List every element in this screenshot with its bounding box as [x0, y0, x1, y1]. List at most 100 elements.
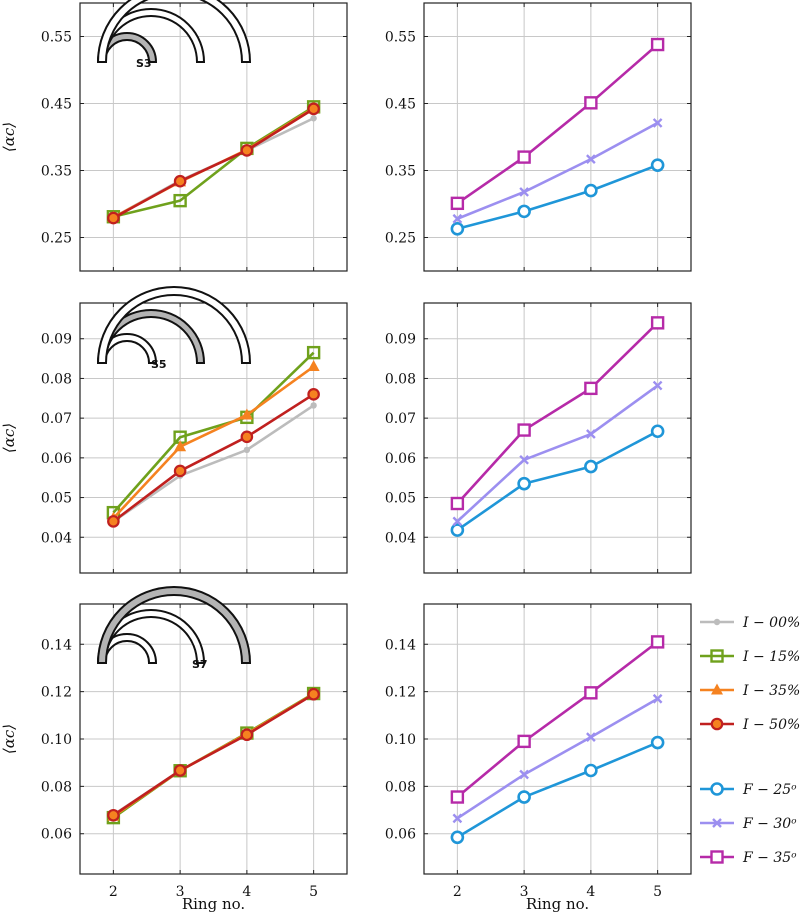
data-point [650, 635, 665, 649]
data-point [652, 118, 663, 128]
data-point [586, 732, 596, 742]
y-tick-label: 0.10 [385, 732, 416, 748]
series-line [456, 43, 659, 205]
data-point [652, 380, 663, 391]
legend-entry-f-30: F − 30ᵒ [700, 816, 797, 832]
legend-label: I − 00% [742, 615, 800, 631]
series-line [112, 393, 315, 523]
y-tick-label: 0.25 [41, 231, 72, 247]
x-tick-label: 5 [309, 884, 318, 900]
x-tick-label: 3 [176, 884, 185, 900]
data-point [107, 211, 120, 225]
y-tick-label: 0.55 [41, 30, 72, 46]
data-point [173, 764, 187, 777]
y-tick-label: 0.06 [385, 827, 416, 843]
data-point [450, 830, 465, 845]
data-point [307, 360, 320, 372]
inset-diagram-s5: S5 [96, 286, 252, 371]
x-axis-label: Ring no. [182, 895, 245, 913]
data-point [173, 174, 187, 188]
data-point [650, 158, 665, 172]
series-line [112, 404, 315, 523]
data-point [306, 345, 321, 360]
series-f-30 [452, 118, 663, 224]
plot-frame [79, 302, 348, 574]
x-axis-label: Ring no. [526, 895, 589, 913]
data-point [517, 790, 531, 804]
data-point [307, 102, 320, 116]
data-point [584, 459, 598, 474]
series-f-25 [450, 424, 665, 537]
legend-marker [711, 683, 723, 695]
legend-label: F − 25ᵒ [742, 782, 797, 798]
legend-label: I − 15% [742, 649, 800, 665]
y-tick-label: 0.55 [385, 30, 416, 46]
series-f-35 [450, 37, 665, 211]
plot-frame [79, 2, 348, 272]
series-f-35 [450, 316, 665, 511]
y-tick-label: 0.05 [385, 491, 416, 507]
data-point [173, 193, 187, 208]
y-tick-label: 0.06 [385, 451, 416, 467]
series-line [456, 430, 659, 532]
series-i-35 [107, 360, 320, 523]
y-tick-label: 0.14 [41, 637, 72, 653]
legend-entry-i-50: I − 50% [700, 717, 800, 733]
legend-entry-f-25: F − 25ᵒ [700, 782, 797, 798]
series-i-00 [110, 115, 317, 221]
x-tick-label: 4 [242, 884, 251, 900]
data-point [650, 37, 665, 52]
inset-label: S7 [192, 658, 208, 671]
series-line [456, 384, 659, 523]
legend-label: F − 30ᵒ [742, 816, 797, 832]
series-f-35 [450, 635, 665, 804]
plot-frame [423, 302, 692, 574]
data-point [450, 496, 465, 511]
inset-label: S5 [151, 358, 167, 371]
data-point [310, 115, 317, 122]
legend-marker [713, 618, 721, 626]
series-i-50 [107, 102, 320, 225]
legend-label: I − 50% [742, 717, 800, 733]
y-tick-label: 0.08 [41, 371, 72, 387]
series-line [112, 351, 315, 514]
ring-arc [96, 586, 252, 664]
data-point [517, 476, 531, 491]
data-point [519, 769, 529, 780]
y-tick-label: 0.04 [41, 530, 72, 546]
legend-marker [710, 649, 724, 663]
legend-marker [712, 818, 722, 828]
data-point [584, 183, 598, 198]
panel-s5-frequency: 0.04 0.05 0.06 0.07 0.08 0.09 [385, 302, 692, 574]
panel-s7-frequency: 0.06 0.08 0.10 0.12 0.14 2 3 4 5 Ring no. [385, 603, 692, 913]
y-tick-label: 0.45 [385, 97, 416, 113]
series-line [112, 693, 315, 817]
inset-label: S3 [136, 57, 152, 70]
data-point [452, 213, 463, 224]
data-point [652, 693, 663, 704]
data-point [240, 728, 254, 742]
y-tick-label: 0.45 [41, 97, 72, 113]
legend-entry-i-35: I − 35% [700, 683, 800, 699]
legend-marker [710, 782, 724, 796]
ring-arc [96, 286, 252, 364]
series-i-15 [106, 345, 321, 520]
data-point [107, 515, 120, 528]
legend-label: F − 35ᵒ [742, 850, 797, 866]
data-point [107, 808, 120, 822]
data-point [519, 187, 529, 197]
series-f-30 [452, 693, 663, 824]
data-point [517, 204, 531, 219]
data-point [450, 523, 465, 537]
data-point [450, 221, 465, 236]
legend-entry-f-35: F − 35ᵒ [700, 850, 797, 866]
y-axis-label: ⟨αc⟩ [0, 122, 18, 152]
series-line [456, 741, 659, 839]
series-line [112, 107, 315, 220]
y-tick-label: 0.06 [41, 827, 72, 843]
panel-s3-intensity: 0.25 0.35 0.45 0.55 ⟨αc⟩ [0, 2, 348, 272]
data-point [243, 446, 251, 454]
legend-marker [710, 717, 724, 731]
series-f-25 [450, 158, 665, 236]
data-point [517, 734, 531, 749]
